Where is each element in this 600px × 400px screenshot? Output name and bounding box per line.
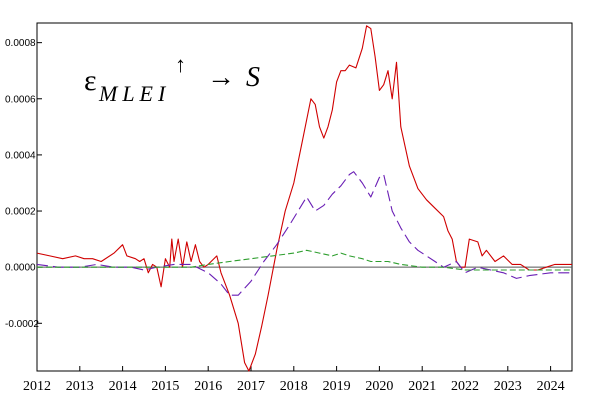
y-tick-label: 0.0000	[5, 263, 36, 274]
x-tick-label: 2021	[408, 379, 436, 394]
x-axis: 2012 2013 2014 2015 2016 2017 2018 2019 2020 2021…	[23, 366, 565, 394]
x-tick-label: 2022	[451, 379, 479, 394]
y-tick-label: -0.0002	[5, 319, 39, 330]
y-tick-label: 0.0006	[5, 94, 36, 105]
x-tick-label: 2017	[237, 379, 265, 394]
x-tick-label: 2019	[323, 379, 351, 394]
x-tick-label: 2024	[537, 379, 565, 394]
annotation-epsilon: ε	[84, 64, 97, 97]
x-tick-label: 2012	[23, 379, 51, 394]
x-tick-label: 2023	[494, 379, 522, 394]
annotation-target: S	[246, 62, 260, 93]
x-tick-label: 2020	[365, 379, 393, 394]
annotation-arrow-up: ↑	[175, 52, 186, 77]
x-tick-label: 2014	[109, 379, 137, 394]
annotation: ε MLEI ↑ → S	[84, 52, 260, 106]
series-line-1	[36, 25, 572, 372]
y-tick-label: 0.0002	[5, 207, 36, 218]
annotation-arrow-right: →	[207, 62, 235, 93]
plot-frame	[36, 22, 573, 372]
y-tick-label: 0.0004	[5, 150, 36, 161]
annotation-subscript: MLEI	[98, 81, 170, 106]
series-layer	[36, 25, 572, 372]
series-line-2	[36, 171, 572, 296]
series-line-3	[37, 249, 572, 271]
x-tick-label: 2015	[151, 379, 179, 394]
x-tick-label: 2018	[280, 379, 308, 394]
y-tick-label: 0.0008	[5, 38, 36, 49]
x-tick-label: 2013	[66, 379, 94, 394]
x-tick-label: 2016	[194, 379, 222, 394]
y-axis: 0.0008 0.0006 0.0004 0.0002 0.0000 -0.0002	[5, 38, 42, 330]
